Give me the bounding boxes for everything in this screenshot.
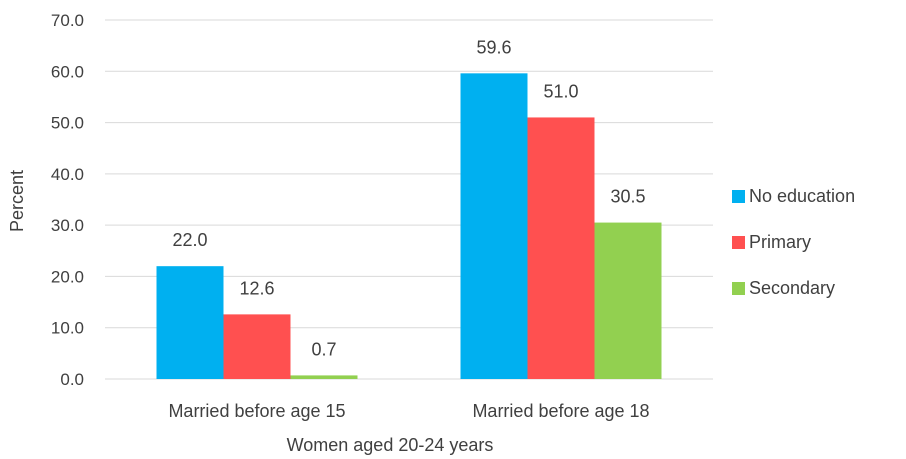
bar (594, 222, 662, 379)
data-labels: 22.0 12.6 0.7 59.6 51.0 30.5 (172, 37, 645, 359)
data-label: 59.6 (476, 37, 511, 57)
data-label: 22.0 (172, 230, 207, 250)
legend-label: Secondary (749, 278, 835, 298)
legend-swatch (732, 282, 745, 295)
legend-label: No education (749, 186, 855, 206)
data-label: 51.0 (543, 81, 578, 101)
y-tick-label: 50.0 (51, 114, 84, 133)
bar (156, 266, 224, 379)
x-category-label: Married before age 15 (168, 401, 345, 421)
y-tick-label: 40.0 (51, 165, 84, 184)
legend-swatch (732, 190, 745, 203)
y-tick-label: 30.0 (51, 216, 84, 235)
bar (527, 117, 595, 379)
x-category-label: Married before age 18 (472, 401, 649, 421)
data-label: 30.5 (610, 187, 645, 207)
y-tick-label: 20.0 (51, 267, 84, 286)
legend-label: Primary (749, 232, 811, 252)
bar (223, 314, 291, 379)
category-labels: Married before age 15 Married before age … (168, 401, 649, 421)
y-tick-label: 0.0 (60, 370, 84, 389)
y-axis-title: Percent (7, 170, 27, 232)
y-tick-label: 70.0 (51, 11, 84, 30)
x-axis-title: Women aged 20-24 years (287, 435, 494, 455)
legend-swatch (732, 236, 745, 249)
data-label: 0.7 (311, 339, 336, 359)
bar (290, 375, 358, 379)
legend: No education Primary Secondary (732, 186, 855, 298)
bars (156, 73, 662, 379)
bar (460, 73, 528, 379)
y-tick-label: 10.0 (51, 319, 84, 338)
y-axis-ticks: 0.0 10.0 20.0 30.0 40.0 50.0 60.0 70.0 (51, 11, 84, 389)
y-tick-label: 60.0 (51, 62, 84, 81)
data-label: 12.6 (239, 278, 274, 298)
